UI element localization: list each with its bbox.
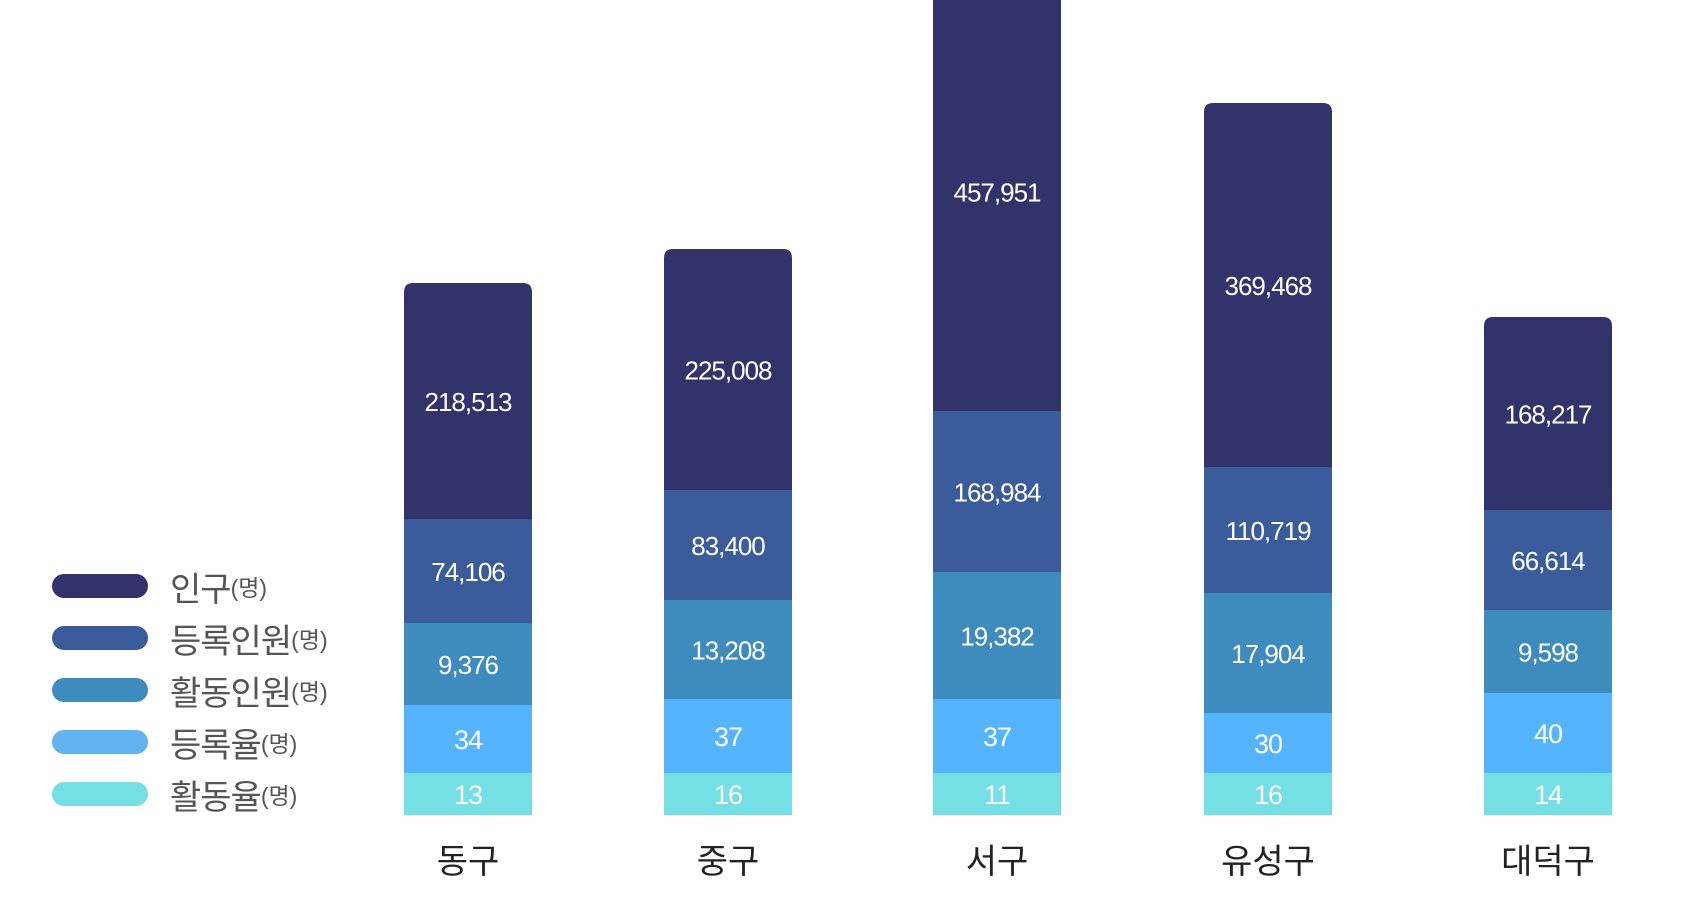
bar-segment — [1204, 593, 1332, 713]
bar-segment — [1484, 773, 1612, 815]
legend-item-registration-rate: 등록율 (명) — [52, 716, 328, 768]
bar-segment — [404, 623, 532, 705]
bar-segment — [933, 0, 1061, 411]
data-label: 37 — [983, 722, 1011, 752]
bar-segment — [1484, 317, 1612, 510]
legend-swatch — [52, 574, 148, 598]
data-label: 17,904 — [1231, 639, 1305, 669]
data-label: 37 — [714, 722, 742, 752]
bar-segment — [664, 490, 792, 600]
bar-segment — [404, 519, 532, 623]
data-label: 66,614 — [1511, 546, 1585, 576]
bar-segment — [933, 572, 1061, 699]
data-label: 168,217 — [1505, 400, 1593, 430]
legend-label: 등록인원 — [170, 622, 292, 661]
data-label: 11 — [984, 780, 1010, 810]
category-label: 대덕구 — [1501, 843, 1595, 881]
legend-label: 인구 — [170, 570, 232, 609]
data-label: 9,598 — [1518, 638, 1579, 668]
legend-label: 활동인원 — [170, 674, 292, 713]
category-label: 서구 — [966, 843, 1029, 881]
legend-unit: (명) — [260, 731, 298, 757]
data-label: 13 — [454, 780, 482, 810]
legend: 인구 (명) 등록인원 (명) 활동인원 (명) 등록율 (명) 활동율 (명) — [52, 560, 328, 820]
data-label: 13,208 — [691, 636, 765, 666]
legend-swatch — [52, 782, 148, 806]
category-label: 중구 — [697, 843, 760, 881]
bar-segment — [1204, 467, 1332, 593]
data-label: 457,951 — [954, 178, 1042, 208]
data-label: 16 — [714, 780, 742, 810]
data-label: 9,376 — [438, 650, 499, 680]
bar-segment — [404, 705, 532, 773]
bar-segment — [933, 699, 1061, 773]
data-label: 83,400 — [691, 531, 765, 561]
data-label: 369,468 — [1225, 271, 1313, 301]
legend-unit: (명) — [291, 679, 328, 705]
legend-unit: (명) — [291, 627, 328, 653]
category-label: 유성구 — [1221, 843, 1315, 881]
bar-segment — [664, 699, 792, 773]
bar-segment — [933, 411, 1061, 572]
bar-segment — [1484, 610, 1612, 693]
data-label: 74,106 — [431, 557, 505, 587]
bar-segment — [933, 773, 1061, 815]
legend-label: 등록율 — [170, 726, 262, 765]
bar-segment — [664, 773, 792, 815]
data-label: 218,513 — [425, 387, 513, 417]
bar-segment — [404, 773, 532, 815]
legend-unit: (명) — [260, 783, 298, 809]
legend-item-activity-rate: 활동율 (명) — [52, 768, 328, 820]
data-label: 19,382 — [960, 622, 1034, 652]
legend-swatch — [52, 678, 148, 702]
data-label: 30 — [1254, 729, 1282, 759]
data-label: 14 — [1534, 780, 1563, 810]
data-label: 34 — [454, 725, 483, 755]
bar-segment — [1204, 713, 1332, 773]
category-label: 동구 — [437, 843, 500, 881]
legend-item-registered: 등록인원 (명) — [52, 612, 328, 664]
bar-segment — [1484, 693, 1612, 773]
data-label: 16 — [1254, 780, 1282, 810]
legend-swatch — [52, 730, 148, 754]
bar-segment — [664, 249, 792, 490]
bar-segment — [1204, 773, 1332, 815]
legend-unit: (명) — [230, 575, 268, 601]
bar-segment — [664, 600, 792, 699]
data-label: 168,984 — [954, 478, 1042, 508]
bar-segment — [404, 283, 532, 519]
legend-item-active: 활동인원 (명) — [52, 664, 328, 716]
legend-swatch — [52, 626, 148, 650]
data-label: 110,719 — [1225, 516, 1311, 546]
legend-label: 활동율 — [170, 778, 262, 817]
data-label: 225,008 — [685, 356, 773, 386]
data-label: 40 — [1534, 719, 1562, 749]
bar-segment — [1484, 510, 1612, 610]
bar-segment — [1204, 103, 1332, 467]
legend-item-population: 인구 (명) — [52, 560, 328, 612]
